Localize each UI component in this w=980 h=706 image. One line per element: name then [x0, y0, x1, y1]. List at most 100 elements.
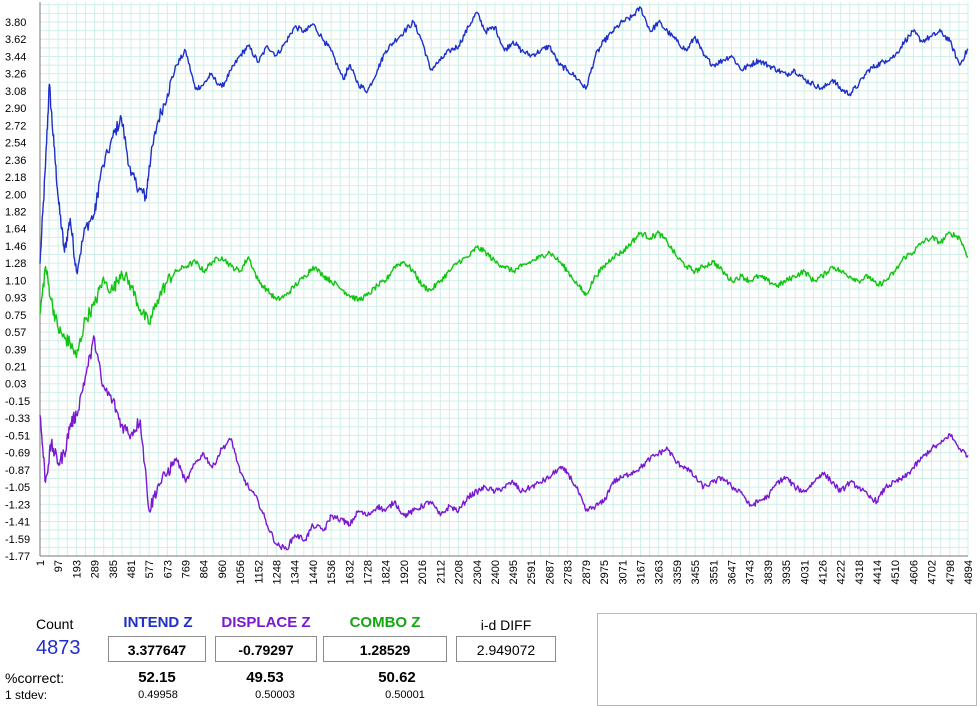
y-tick-label: 1.82 [5, 206, 26, 218]
pct-correct-label: %correct: [5, 670, 65, 686]
y-tick-label: -0.87 [5, 465, 30, 477]
x-tick-label: 1056 [235, 560, 247, 584]
y-tick-label: 2.54 [5, 138, 26, 150]
grid [39, 2, 969, 557]
pct-combo: 50.62 [378, 669, 416, 686]
count-label: Count [36, 616, 74, 632]
y-tick-label: 3.26 [5, 69, 26, 81]
series-lines [39, 6, 969, 551]
stats-panel: Count 4873 INTEND Z 3.377647 DISPLACE Z … [0, 606, 980, 706]
x-tick-label: 960 [217, 560, 229, 578]
x-tick-label: 3839 [763, 560, 775, 584]
x-tick-label: 1440 [308, 560, 320, 584]
y-tick-label: 1.10 [5, 275, 26, 287]
y-tick-label: 0.39 [5, 344, 26, 356]
displace-z-label: DISPLACE Z [221, 614, 311, 631]
x-tick-label: 1344 [290, 560, 302, 584]
y-tick-label: -0.15 [5, 396, 30, 408]
y-tick-label: -1.05 [5, 482, 30, 494]
series-line-2 [39, 230, 969, 359]
x-tick-label: 289 [90, 560, 102, 578]
y-tick-label: -1.41 [5, 517, 30, 529]
x-tick-label: 3263 [654, 560, 666, 584]
y-tick-label: 2.90 [5, 103, 26, 115]
y-tick-label: 1.46 [5, 241, 26, 253]
x-tick-label: 1536 [326, 560, 338, 584]
count-value: 4873 [36, 637, 81, 659]
x-tick-label: 3167 [635, 560, 647, 584]
x-tick-label: 4318 [854, 560, 866, 584]
x-tick-label: 3455 [690, 560, 702, 584]
y-tick-label: 1.64 [5, 224, 26, 236]
stdev-label: 1 stdev: [5, 688, 48, 702]
y-tick-label: -1.59 [5, 534, 30, 546]
y-tick-label: 3.08 [5, 86, 26, 98]
x-tick-label: 193 [71, 560, 83, 578]
x-tick-label: 2687 [544, 560, 556, 584]
x-tick-label: 4798 [945, 560, 957, 584]
x-tick-label: 673 [162, 560, 174, 578]
y-axis-ticks: 3.80 3.62 3.44 3.26 3.08 2.90 2.72 2.54 2.36 2.18… [5, 17, 30, 563]
pct-displace: 49.53 [246, 669, 284, 686]
y-tick-label: 1.28 [5, 258, 26, 270]
y-tick-label: 2.72 [5, 120, 26, 132]
x-axis-ticks: 1 97 193 289 385 481 577 673 769 864 960 1056 1152 12… [35, 560, 975, 584]
stdev-displace: 0.50003 [255, 689, 295, 701]
x-tick-label: 3071 [617, 560, 629, 584]
x-tick-label: 2975 [599, 560, 611, 584]
x-tick-label: 3551 [708, 560, 720, 584]
intend-z-value: 3.377647 [108, 636, 206, 662]
y-tick-label: 2.00 [5, 189, 26, 201]
y-tick-label: -0.69 [5, 448, 30, 460]
x-tick-label: 4510 [890, 560, 902, 584]
x-tick-label: 1152 [253, 560, 265, 584]
x-tick-label: 4222 [836, 560, 848, 584]
series-line-1 [39, 6, 969, 275]
x-tick-label: 481 [126, 560, 138, 578]
y-tick-label: -0.33 [5, 413, 30, 425]
x-tick-label: 1632 [344, 560, 356, 584]
x-tick-label: 97 [53, 560, 65, 572]
y-tick-label: 2.36 [5, 155, 26, 167]
x-tick-label: 3359 [672, 560, 684, 584]
displace-z-value: -0.79297 [215, 636, 317, 662]
combo-z-value: 1.28529 [323, 636, 447, 662]
y-tick-label: 0.93 [5, 293, 26, 305]
series-line-3 [39, 335, 969, 551]
x-tick-label: 2016 [417, 560, 429, 584]
x-tick-label: 4702 [927, 560, 939, 584]
intend-z-label: INTEND Z [123, 614, 193, 631]
y-tick-label: 0.03 [5, 379, 26, 391]
x-tick-label: 1824 [381, 560, 393, 584]
y-tick-label: 2.18 [5, 172, 26, 184]
x-tick-label: 385 [108, 560, 120, 578]
x-tick-label: 4894 [963, 560, 975, 584]
x-tick-label: 1 [35, 560, 47, 566]
stdev-combo: 0.50001 [385, 689, 425, 701]
x-tick-label: 4606 [908, 560, 920, 584]
y-tick-label: -0.51 [5, 430, 30, 442]
combo-z-label: COMBO Z [349, 614, 421, 631]
x-tick-label: 577 [144, 560, 156, 578]
x-tick-label: 2400 [490, 560, 502, 584]
x-tick-label: 4031 [799, 560, 811, 584]
x-tick-label: 3743 [745, 560, 757, 584]
y-tick-label: 3.80 [5, 17, 26, 29]
y-tick-label: 3.44 [5, 51, 26, 63]
y-tick-label: 0.75 [5, 310, 26, 322]
y-tick-label: -1.23 [5, 499, 30, 511]
diff-label: i-d DIFF [480, 617, 532, 633]
y-tick-label: 0.57 [5, 327, 26, 339]
blank-panel [597, 613, 977, 706]
x-tick-label: 3647 [726, 560, 738, 584]
x-tick-label: 864 [199, 560, 211, 578]
stdev-intend: 0.49958 [138, 689, 178, 701]
x-tick-label: 1920 [399, 560, 411, 584]
x-tick-label: 4414 [872, 560, 884, 584]
pct-intend: 52.15 [138, 669, 176, 686]
x-tick-label: 1248 [272, 560, 284, 584]
x-tick-label: 4126 [817, 560, 829, 584]
x-tick-label: 2495 [508, 560, 520, 584]
chart: 3.80 3.62 3.44 3.26 3.08 2.90 2.72 2.54 2.36 2.18… [5, 2, 975, 584]
x-tick-label: 2112 [435, 560, 447, 584]
